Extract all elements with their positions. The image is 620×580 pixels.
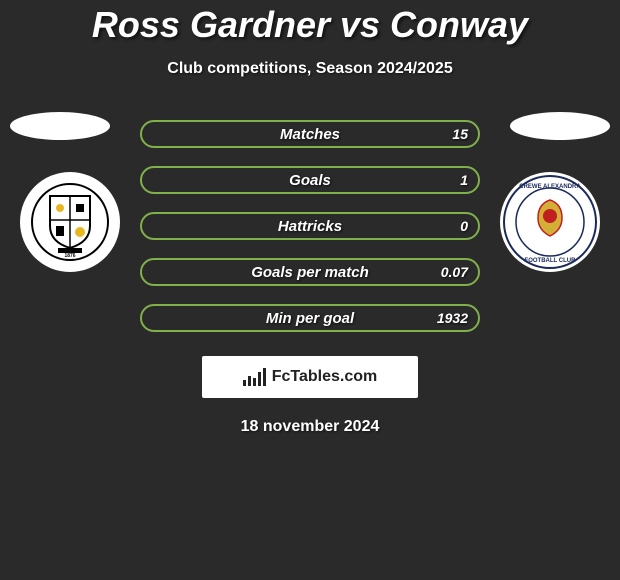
main-container: Ross Gardner vs Conway Club competitions… — [0, 0, 620, 436]
port-vale-crest-icon: 1876 — [30, 182, 110, 262]
svg-text:CREWE ALEXANDRA: CREWE ALEXANDRA — [519, 184, 581, 190]
crest-circle: CREWE ALEXANDRA FOOTBALL CLUB — [500, 172, 600, 272]
branding-text: FcTables.com — [272, 368, 378, 386]
stat-label: Goals per match — [251, 264, 369, 281]
stat-right-value: 0 — [460, 218, 468, 234]
right-club-crest: CREWE ALEXANDRA FOOTBALL CLUB — [500, 172, 600, 272]
svg-text:FOOTBALL CLUB: FOOTBALL CLUB — [525, 258, 577, 264]
stat-right-value: 15 — [452, 126, 468, 142]
crewe-alexandra-crest-icon: CREWE ALEXANDRA FOOTBALL CLUB — [502, 174, 598, 270]
left-player-oval — [10, 112, 110, 140]
stats-area: 1876 CREWE ALEXANDRA FOOTBALL CLUB Match… — [0, 120, 620, 436]
stat-right-value: 1932 — [437, 310, 468, 326]
branding-box: FcTables.com — [202, 356, 418, 398]
stat-label: Hattricks — [278, 218, 342, 235]
stat-bar-goals: Goals 1 — [140, 166, 480, 194]
stat-right-value: 0.07 — [441, 264, 468, 280]
page-title: Ross Gardner vs Conway — [0, 4, 620, 46]
stat-right-value: 1 — [460, 172, 468, 188]
stat-label: Min per goal — [266, 310, 354, 327]
stat-label: Matches — [280, 126, 340, 143]
stat-bar-min-per-goal: Min per goal 1932 — [140, 304, 480, 332]
stat-label: Goals — [289, 172, 331, 189]
crest-circle: 1876 — [20, 172, 120, 272]
chart-bars-icon — [243, 368, 266, 386]
page-subtitle: Club competitions, Season 2024/2025 — [0, 60, 620, 78]
left-club-crest: 1876 — [20, 172, 120, 272]
stat-bar-matches: Matches 15 — [140, 120, 480, 148]
svg-text:1876: 1876 — [64, 253, 75, 259]
right-player-oval — [510, 112, 610, 140]
stat-bar-hattricks: Hattricks 0 — [140, 212, 480, 240]
stat-bars: Matches 15 Goals 1 Hattricks 0 Goals per… — [140, 120, 480, 332]
footer-date: 18 november 2024 — [0, 418, 620, 436]
stat-bar-goals-per-match: Goals per match 0.07 — [140, 258, 480, 286]
